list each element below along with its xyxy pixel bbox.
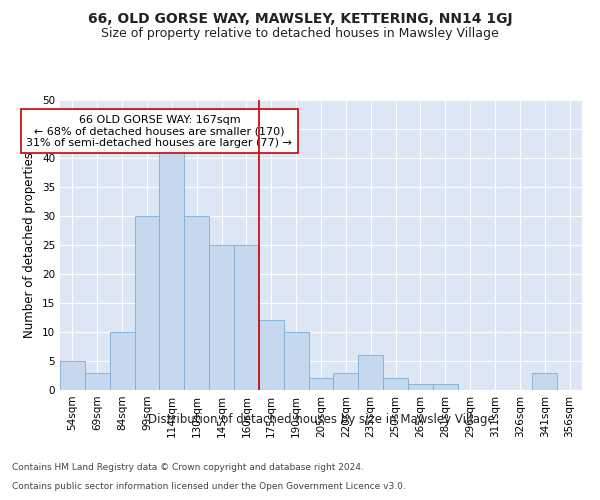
Bar xyxy=(284,332,308,390)
Bar xyxy=(433,384,458,390)
Text: Distribution of detached houses by size in Mawsley Village: Distribution of detached houses by size … xyxy=(148,412,494,426)
Y-axis label: Number of detached properties: Number of detached properties xyxy=(23,152,37,338)
Bar xyxy=(383,378,408,390)
Bar xyxy=(85,372,110,390)
Bar xyxy=(408,384,433,390)
Bar xyxy=(259,320,284,390)
Text: Size of property relative to detached houses in Mawsley Village: Size of property relative to detached ho… xyxy=(101,28,499,40)
Bar xyxy=(184,216,209,390)
Bar xyxy=(334,372,358,390)
Bar xyxy=(308,378,334,390)
Text: Contains HM Land Registry data © Crown copyright and database right 2024.: Contains HM Land Registry data © Crown c… xyxy=(12,464,364,472)
Bar xyxy=(209,245,234,390)
Bar xyxy=(532,372,557,390)
Bar xyxy=(110,332,134,390)
Text: 66, OLD GORSE WAY, MAWSLEY, KETTERING, NN14 1GJ: 66, OLD GORSE WAY, MAWSLEY, KETTERING, N… xyxy=(88,12,512,26)
Bar xyxy=(134,216,160,390)
Text: 66 OLD GORSE WAY: 167sqm
← 68% of detached houses are smaller (170)
31% of semi-: 66 OLD GORSE WAY: 167sqm ← 68% of detach… xyxy=(26,114,292,148)
Bar xyxy=(358,355,383,390)
Text: Contains public sector information licensed under the Open Government Licence v3: Contains public sector information licen… xyxy=(12,482,406,491)
Bar xyxy=(234,245,259,390)
Bar xyxy=(160,146,184,390)
Bar xyxy=(60,361,85,390)
